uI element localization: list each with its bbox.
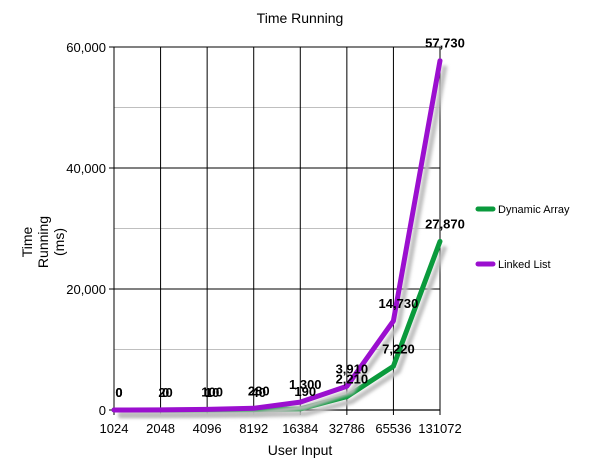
x-tick-label: 16384 [282, 421, 318, 436]
data-label: 1,300 [289, 377, 322, 392]
x-tick-label: 8192 [239, 421, 268, 436]
data-label: 57,730 [425, 36, 465, 51]
data-label: 0 [115, 385, 122, 400]
x-axis-label: User Input [268, 442, 333, 458]
x-tick-label: 65536 [375, 421, 411, 436]
data-label: 3,910 [336, 361, 369, 376]
data-label: 190 [294, 384, 316, 399]
y-axis-label: Time Running (ms) [19, 216, 67, 268]
data-label: 40 [251, 385, 265, 400]
x-tick-label: 1024 [100, 421, 129, 436]
x-tick-label: 4096 [193, 421, 222, 436]
y-axis-label-line: Running [35, 216, 51, 268]
data-label: 10 [205, 385, 219, 400]
plot-area: 0 20,000 40,000 60,000 1024 2048 4096 8192 16384… [66, 36, 465, 436]
y-tick-label: 40,000 [66, 161, 106, 176]
y-axis-label-line: Time [19, 226, 35, 257]
x-tick-label: 2048 [146, 421, 175, 436]
data-label: 280 [248, 383, 270, 398]
legend: Dynamic Array Linked List [475, 204, 570, 271]
x-tick-label: 32786 [329, 421, 365, 436]
data-label: 7,220 [382, 341, 415, 356]
data-label: 2,210 [336, 372, 369, 387]
legend-label: Dynamic Array [498, 204, 570, 216]
data-label: 20 [158, 385, 172, 400]
chart-title: Time Running [257, 10, 344, 26]
data-label: 14,730 [379, 296, 419, 311]
y-tick-label: 20,000 [66, 282, 106, 297]
y-axis-label-line: (ms) [51, 228, 67, 256]
y-tick-label: 60,000 [66, 40, 106, 55]
y-tick-label: 0 [99, 403, 106, 418]
data-label: 100 [201, 384, 223, 399]
data-label: 0 [115, 385, 122, 400]
data-label: 27,870 [425, 216, 465, 231]
legend-label: Linked List [498, 259, 551, 271]
x-tick-label: 131072 [418, 421, 461, 436]
data-label: 0 [162, 385, 169, 400]
series-shadow [118, 65, 448, 418]
series-line-linked-list [111, 58, 443, 413]
